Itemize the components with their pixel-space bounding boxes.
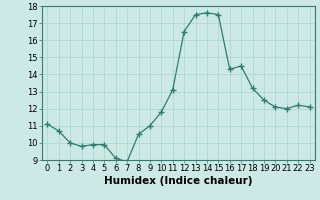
X-axis label: Humidex (Indice chaleur): Humidex (Indice chaleur) [104, 176, 253, 186]
